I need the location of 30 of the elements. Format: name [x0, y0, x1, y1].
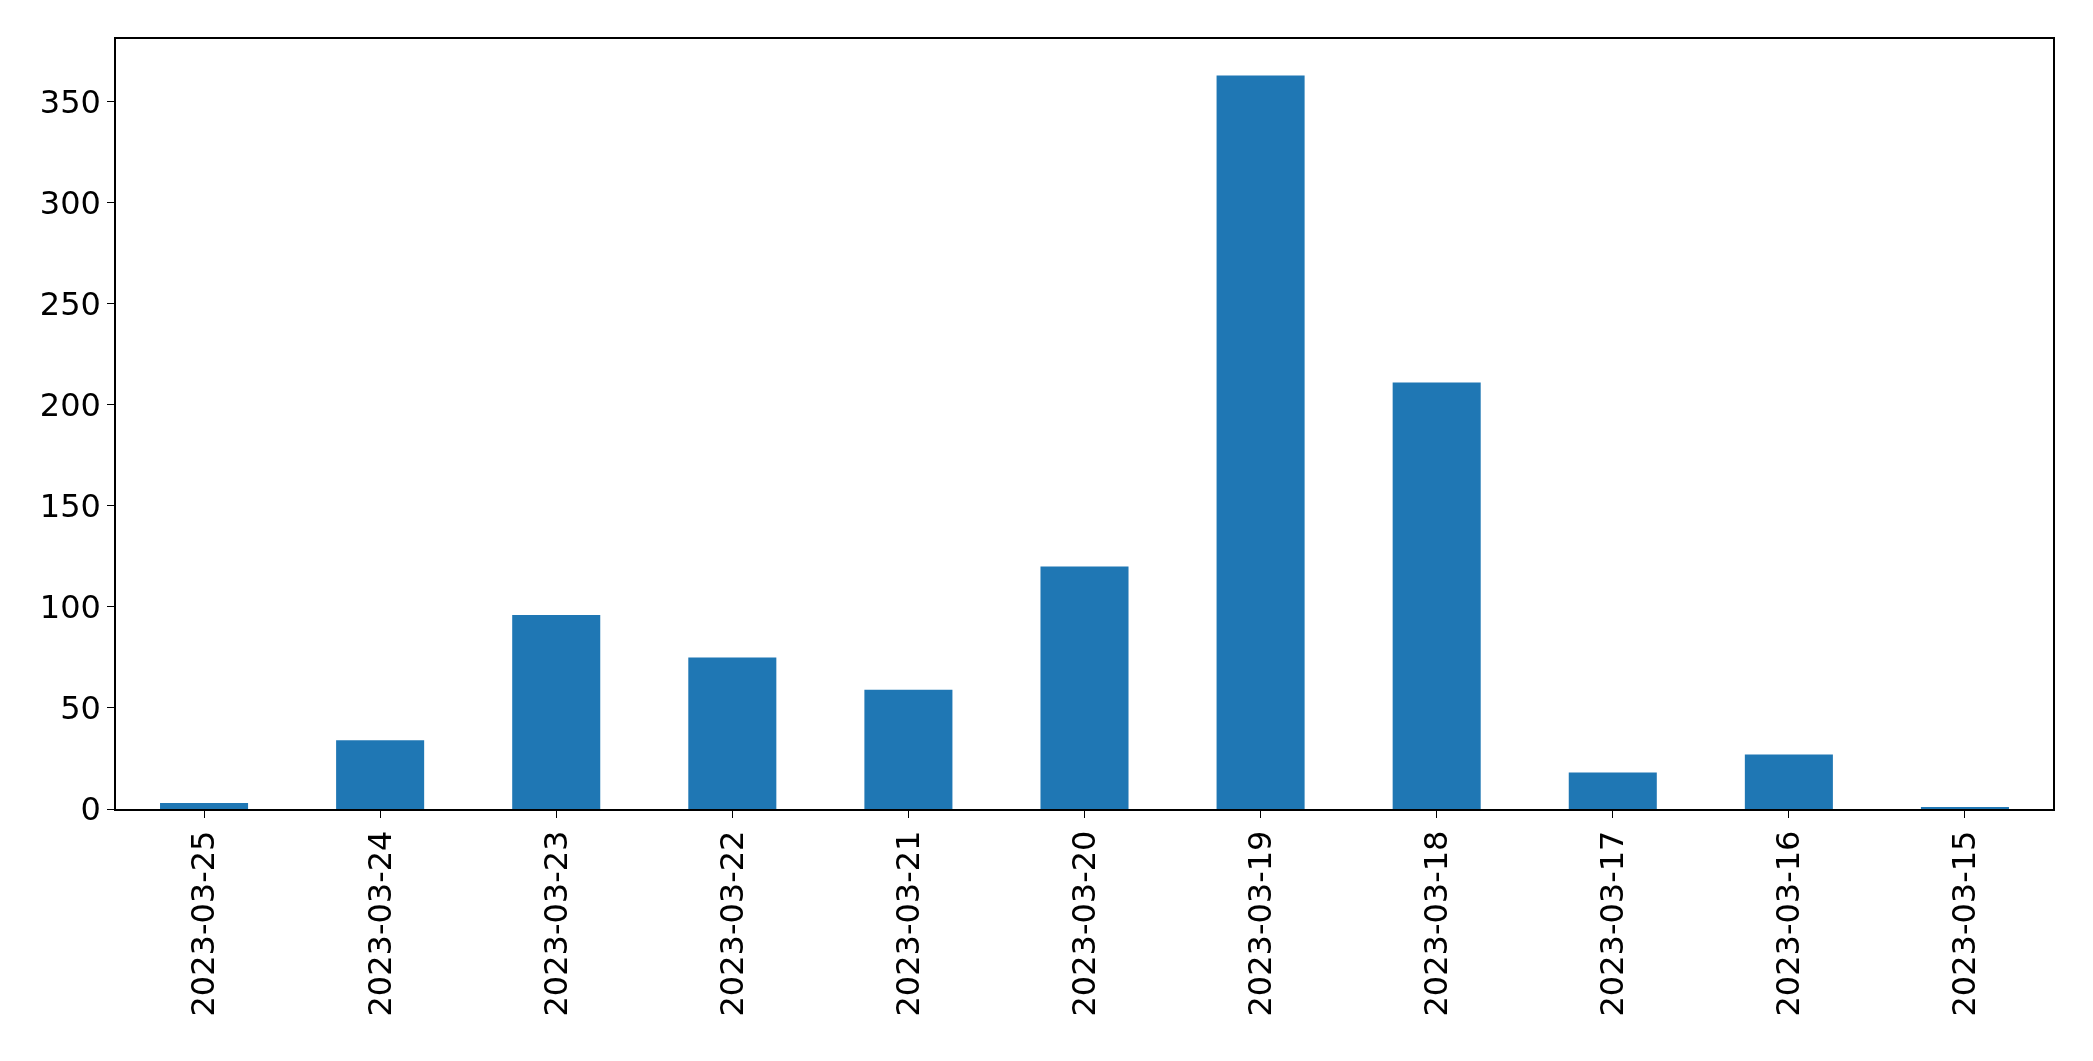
bar — [336, 740, 425, 809]
bar — [512, 614, 601, 809]
x-tick-label: 2023-03-23 — [536, 830, 575, 1017]
x-tick-label: 2023-03-24 — [360, 830, 399, 1017]
x-tick-label: 2023-03-16 — [1769, 830, 1808, 1017]
y-tick-label: 200 — [39, 386, 101, 424]
bar — [1744, 754, 1833, 809]
bar — [160, 802, 249, 809]
x-tick-label: 2023-03-17 — [1593, 830, 1632, 1017]
bar — [1920, 806, 2009, 809]
bar — [1040, 566, 1129, 809]
x-tick-label: 2023-03-21 — [888, 830, 927, 1017]
y-tick-label: 100 — [39, 588, 101, 627]
x-tick-label: 2023-03-19 — [1240, 830, 1279, 1017]
y-tick-label: 350 — [39, 82, 101, 121]
y-tick-label: 150 — [39, 487, 101, 526]
x-tick-label: 2023-03-22 — [712, 830, 751, 1017]
bar — [1568, 772, 1657, 809]
y-tick-label: 300 — [39, 183, 101, 222]
y-tick-label: 0 — [80, 790, 101, 829]
x-tick-label: 2023-03-20 — [1064, 830, 1103, 1017]
x-tick-label: 2023-03-15 — [1945, 830, 1984, 1017]
y-tick-label: 50 — [60, 689, 101, 728]
bar — [1216, 75, 1305, 809]
bar — [688, 657, 777, 809]
y-tick-label: 250 — [39, 284, 101, 323]
bar — [1392, 382, 1481, 809]
bar — [864, 689, 953, 809]
x-tick-label: 2023-03-25 — [184, 830, 223, 1017]
x-tick-label: 2023-03-18 — [1417, 830, 1456, 1017]
